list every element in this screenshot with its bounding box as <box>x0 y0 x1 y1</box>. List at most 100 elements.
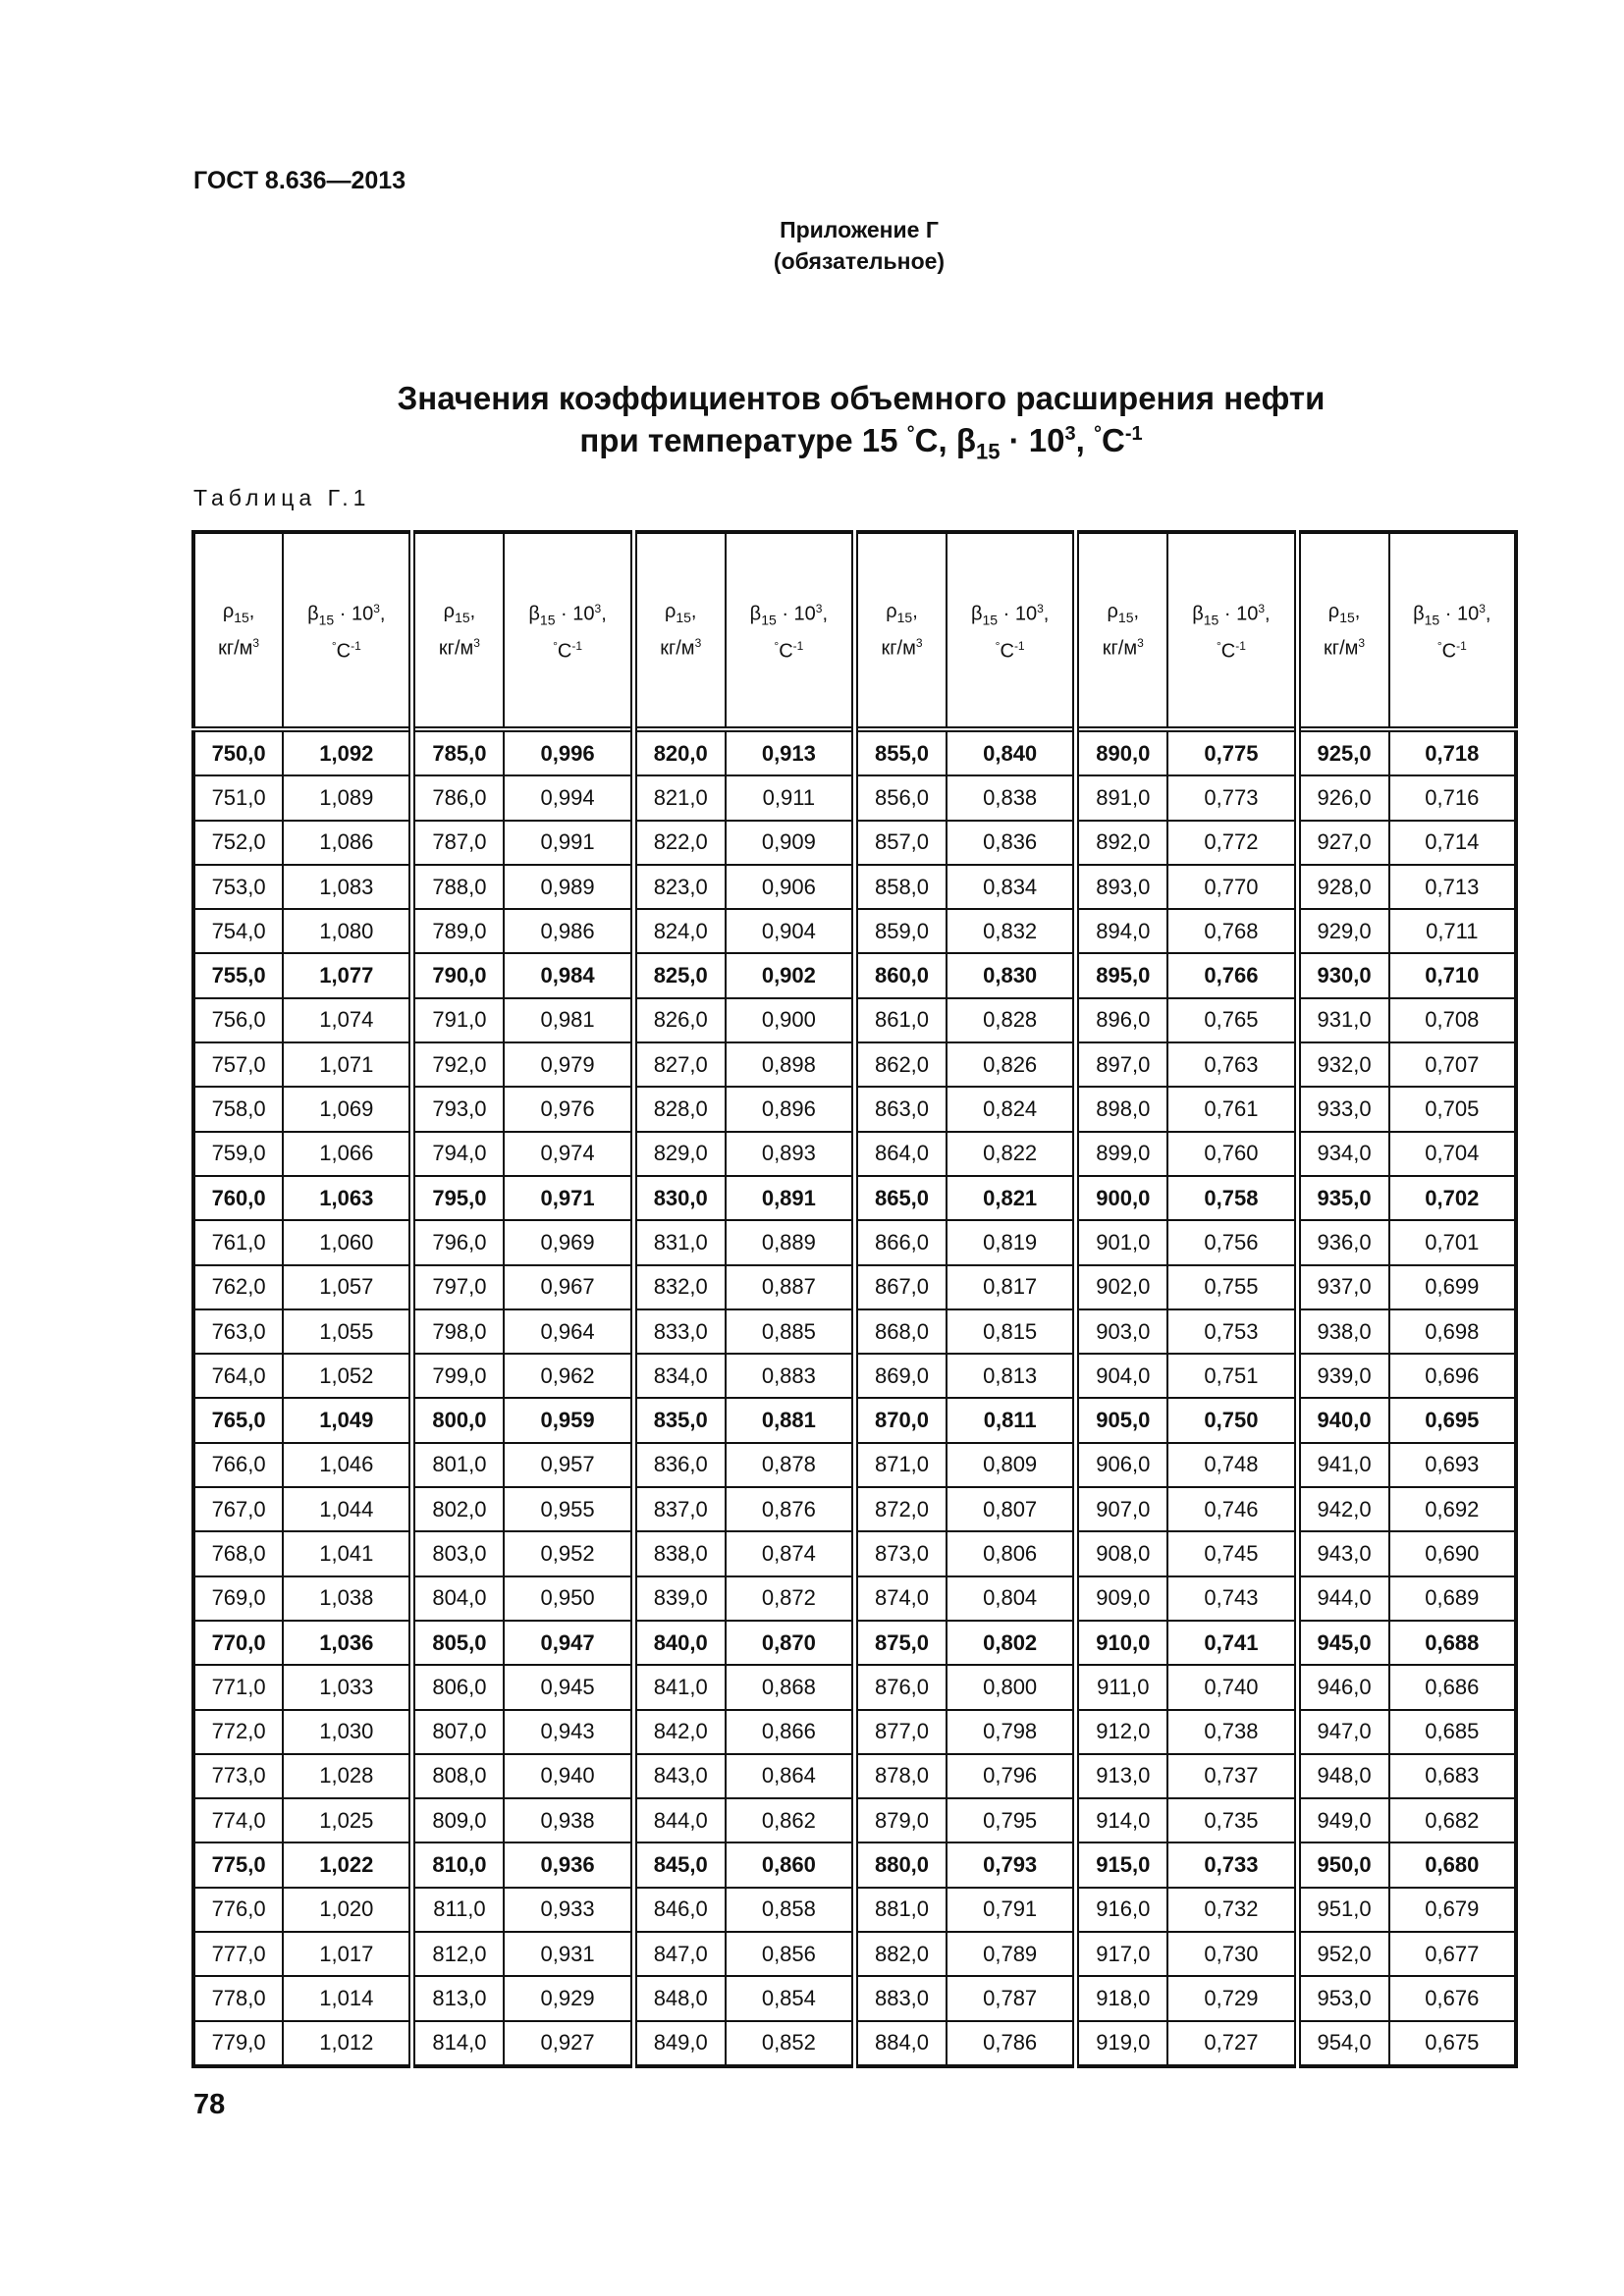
coefficient-cell: 0,786 <box>946 2019 1077 2067</box>
coefficient-cell: 1,022 <box>282 1842 413 1889</box>
coefficient-cell: 0,753 <box>1166 1308 1299 1356</box>
density-cell: 822,0 <box>629 819 727 866</box>
comma: , <box>822 604 829 625</box>
superscript: 3 <box>1064 423 1076 445</box>
beta-symbol: β <box>307 604 319 625</box>
density-cell: 772,0 <box>191 1708 285 1755</box>
title-text: · 10 <box>1000 422 1065 458</box>
column-header-coefficient: β15 · 103, °С-1 <box>282 531 413 730</box>
superscript: 3 <box>1258 602 1266 616</box>
density-cell: 917,0 <box>1072 1931 1169 1978</box>
coefficient-cell: 0,775 <box>1166 725 1299 777</box>
subscript: 15 <box>539 613 556 628</box>
subscript: 15 <box>1203 613 1219 628</box>
density-cell: 901,0 <box>1072 1219 1169 1266</box>
density-cell: 859,0 <box>851 908 948 955</box>
density-cell: 929,0 <box>1293 908 1390 955</box>
superscript: 3 <box>373 602 380 616</box>
coefficient-cell: 0,791 <box>946 1886 1077 1934</box>
coefficient-cell: 1,030 <box>282 1708 413 1755</box>
beta-symbol: β <box>1192 604 1204 625</box>
density-cell: 940,0 <box>1293 1397 1390 1444</box>
coefficient-cell: 0,856 <box>724 1931 856 1978</box>
density-cell: 862,0 <box>851 1041 948 1089</box>
density-cell: 773,0 <box>191 1752 285 1800</box>
density-cell: 808,0 <box>408 1752 506 1800</box>
coefficient-cell: 0,809 <box>946 1441 1077 1489</box>
density-cell: 884,0 <box>851 2019 948 2067</box>
density-cell: 939,0 <box>1293 1353 1390 1400</box>
subscript: 15 <box>234 610 249 626</box>
density-cell: 845,0 <box>629 1842 727 1889</box>
density-cell: 876,0 <box>851 1664 948 1711</box>
coefficient-cell: 0,743 <box>1166 1575 1299 1622</box>
density-cell: 789,0 <box>408 908 506 955</box>
coefficient-cell: 0,891 <box>724 1174 856 1222</box>
density-cell: 905,0 <box>1072 1397 1169 1444</box>
density-cell: 776,0 <box>191 1886 285 1934</box>
density-cell: 944,0 <box>1293 1575 1390 1622</box>
density-cell: 954,0 <box>1293 2019 1390 2067</box>
density-cell: 882,0 <box>851 1931 948 1978</box>
coefficient-cell: 0,881 <box>724 1397 856 1444</box>
coefficient-cell: 0,933 <box>503 1886 635 1934</box>
density-cell: 946,0 <box>1293 1664 1390 1711</box>
density-cell: 881,0 <box>851 1886 948 1934</box>
coefficient-cell: 0,929 <box>503 1975 635 2022</box>
density-cell: 877,0 <box>851 1708 948 1755</box>
unit: С <box>1220 640 1236 663</box>
coefficient-cell: 0,772 <box>1166 819 1299 866</box>
coefficient-cell: 0,817 <box>946 1263 1077 1310</box>
coefficient-cell: 0,686 <box>1387 1664 1518 1711</box>
appendix-label: Приложение Г <box>780 217 939 242</box>
coefficient-cell: 1,069 <box>282 1086 413 1133</box>
coefficient-cell: 0,866 <box>724 1708 856 1755</box>
title-text: С, β <box>914 422 976 458</box>
density-cell: 777,0 <box>191 1931 285 1978</box>
coefficient-cell: 1,089 <box>282 774 413 822</box>
density-cell: 934,0 <box>1293 1130 1390 1177</box>
density-cell: 938,0 <box>1293 1308 1390 1356</box>
density-cell: 771,0 <box>191 1664 285 1711</box>
density-cell: 927,0 <box>1293 819 1390 866</box>
density-cell: 786,0 <box>408 774 506 822</box>
density-cell: 828,0 <box>629 1086 727 1133</box>
table-row: 767,0 1,044 802,0 0,955 837,0 0,876 872,0 0,807… <box>191 1486 1518 1533</box>
density-cell: 770,0 <box>191 1619 285 1667</box>
coefficient-cell: 0,758 <box>1166 1174 1299 1222</box>
superscript: -1 <box>1124 423 1143 445</box>
coefficient-cell: 0,906 <box>724 863 856 911</box>
coefficient-cell: 0,711 <box>1387 908 1518 955</box>
coefficient-cell: 1,028 <box>282 1752 413 1800</box>
density-cell: 803,0 <box>408 1530 506 1577</box>
subscript: 15 <box>1117 610 1134 626</box>
density-cell: 756,0 <box>191 996 285 1044</box>
coefficient-cell: 0,729 <box>1166 1975 1299 2022</box>
coefficient-cell: 1,038 <box>282 1575 413 1622</box>
density-cell: 807,0 <box>408 1708 506 1755</box>
coefficient-cell: 0,852 <box>724 2019 856 2067</box>
column-header-density: ρ15, кг/м3 <box>851 531 948 730</box>
density-cell: 763,0 <box>191 1308 285 1356</box>
density-cell: 870,0 <box>851 1397 948 1444</box>
coefficient-cell: 1,044 <box>282 1486 413 1533</box>
table-row: 763,0 1,055 798,0 0,964 833,0 0,885 868,0 0,815… <box>191 1308 1518 1356</box>
comma: , <box>379 604 386 625</box>
coefficient-cell: 0,761 <box>1166 1086 1299 1133</box>
density-cell: 926,0 <box>1293 774 1390 822</box>
coefficient-cell: 0,751 <box>1166 1353 1299 1400</box>
coefficient-cell: 0,938 <box>503 1797 635 1844</box>
density-cell: 953,0 <box>1293 1975 1390 2022</box>
coefficient-cell: 0,974 <box>503 1130 635 1177</box>
density-cell: 798,0 <box>408 1308 506 1356</box>
coefficient-cell: 0,708 <box>1387 996 1518 1044</box>
coefficient-cell: 0,858 <box>724 1886 856 1934</box>
density-cell: 898,0 <box>1072 1086 1169 1133</box>
coefficient-cell: 0,913 <box>724 725 856 777</box>
comma: , <box>469 601 476 623</box>
beta-symbol: β <box>749 604 762 625</box>
superscript: 3 <box>252 636 260 651</box>
density-cell: 894,0 <box>1072 908 1169 955</box>
column-header-density: ρ15, кг/м3 <box>191 531 285 730</box>
comma: , <box>1133 601 1140 623</box>
